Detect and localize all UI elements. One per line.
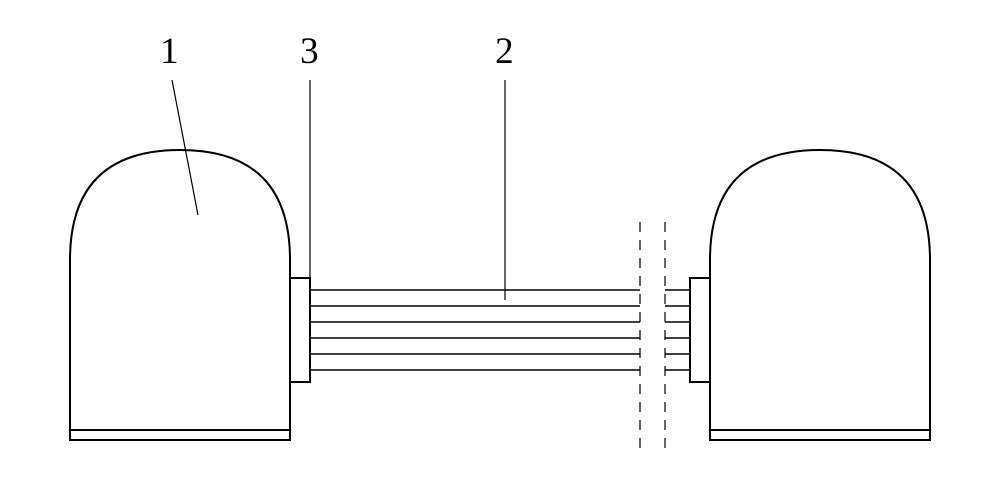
junction-plate-right — [690, 278, 710, 382]
label-2: 2 — [495, 30, 514, 73]
label-1: 1 — [160, 30, 179, 73]
leader-one — [172, 80, 198, 215]
tunnel-left-foot — [70, 430, 290, 440]
tunnel-left — [70, 150, 290, 430]
tunnel-right-foot — [710, 430, 930, 440]
tunnel-right — [710, 150, 930, 430]
label-3: 3 — [300, 30, 319, 73]
junction-plate-left — [290, 278, 310, 382]
